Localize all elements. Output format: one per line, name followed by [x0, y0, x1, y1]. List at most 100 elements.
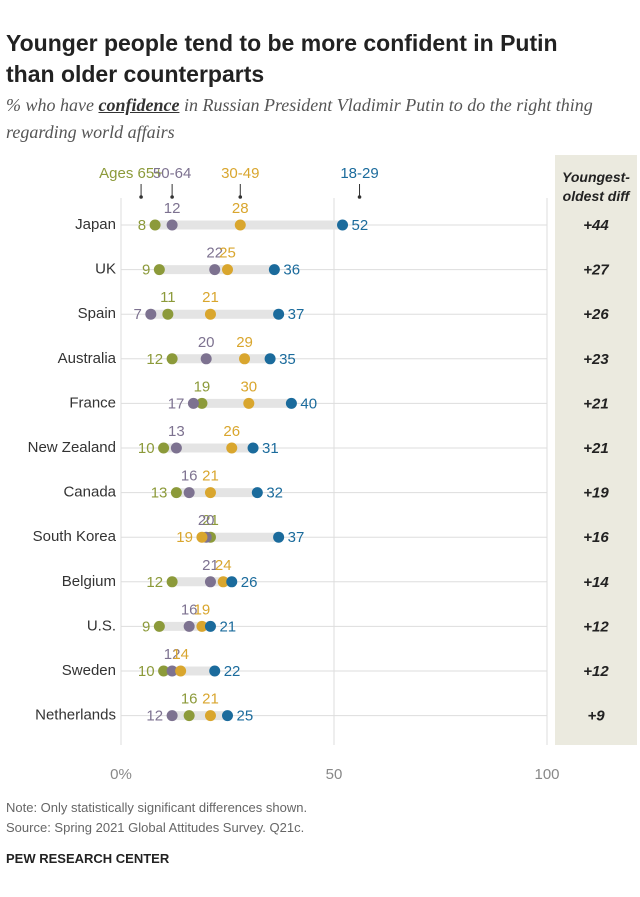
- data-label: 21: [202, 512, 219, 529]
- legend-leader-dot: [170, 195, 174, 199]
- chart-title: Younger people tend to be more confident…: [6, 30, 558, 87]
- data-label: 12: [164, 646, 181, 663]
- diff-value: +21: [583, 395, 608, 412]
- dot: [166, 353, 178, 365]
- note: Note: Only statistically significant dif…: [6, 800, 308, 815]
- category-label: Japan: [75, 216, 116, 233]
- x-tick-label: 0%: [110, 766, 132, 783]
- dot: [196, 620, 208, 632]
- data-label: 19: [194, 378, 211, 395]
- data-label: 37: [288, 529, 305, 546]
- dot: [226, 576, 238, 588]
- dot: [166, 665, 178, 677]
- dot: [251, 487, 263, 499]
- diff-value: +44: [583, 217, 609, 234]
- category-label: Sweden: [62, 662, 116, 679]
- dot: [268, 264, 280, 276]
- subtitle-part: in Russian President Vladimir Putin to d…: [6, 95, 593, 142]
- dot: [200, 353, 212, 365]
- data-label: 24: [215, 557, 232, 574]
- dot: [234, 219, 246, 231]
- dot: [175, 665, 187, 677]
- diff-header: Youngest-oldest diff: [562, 169, 630, 204]
- data-label: 12: [146, 708, 163, 725]
- dot: [196, 397, 208, 409]
- data-label: 32: [266, 485, 283, 502]
- dot: [226, 442, 238, 454]
- diff-value: +16: [583, 529, 609, 546]
- data-label: 37: [288, 306, 305, 323]
- dot: [264, 353, 276, 365]
- dot: [153, 620, 165, 632]
- dot: [209, 264, 221, 276]
- data-label: 21: [202, 691, 219, 708]
- dot: [166, 710, 178, 722]
- category-label: Canada: [63, 484, 116, 501]
- dot: [204, 576, 216, 588]
- subtitle-emphasis: confidence: [98, 95, 180, 115]
- dot: [285, 397, 297, 409]
- legend-label: 50-64: [153, 165, 191, 182]
- data-label: 21: [219, 618, 236, 635]
- diff-value: +26: [583, 306, 609, 323]
- legend-leader-dot: [238, 195, 243, 199]
- data-label: 25: [237, 708, 254, 725]
- legend-leader-dot: [139, 195, 143, 199]
- data-label: 16: [181, 468, 198, 485]
- dot: [222, 710, 233, 722]
- legend-label: 18-29: [340, 165, 378, 182]
- data-label: 20: [198, 512, 215, 529]
- dot: [243, 397, 255, 409]
- data-label: 40: [300, 395, 317, 412]
- credit: PEW RESEARCH CENTER: [6, 851, 170, 866]
- category-label: Belgium: [62, 573, 116, 590]
- category-label: South Korea: [33, 528, 117, 545]
- data-label: 13: [151, 485, 168, 502]
- data-label: 13: [168, 423, 185, 440]
- data-label: 12: [164, 200, 181, 217]
- data-label: 26: [223, 423, 240, 440]
- data-label: 17: [168, 395, 185, 412]
- data-label: 28: [232, 200, 249, 217]
- data-label: 19: [176, 529, 193, 546]
- dot: [273, 308, 285, 320]
- data-label: 21: [202, 468, 219, 485]
- data-label: 31: [262, 440, 279, 457]
- dot: [170, 487, 182, 499]
- dot: [158, 442, 170, 454]
- diff-value: +12: [583, 618, 609, 635]
- category-label: UK: [95, 261, 116, 278]
- dot: [217, 576, 229, 588]
- subtitle-part: % who have: [6, 95, 99, 115]
- data-label: 16: [181, 601, 198, 618]
- x-tick-label: 100: [534, 766, 559, 783]
- legend-label: 30-49: [221, 165, 259, 182]
- data-label: 22: [206, 245, 223, 262]
- dot: [204, 308, 216, 320]
- data-label: 19: [194, 601, 211, 618]
- data-label: 10: [138, 440, 155, 457]
- diff-value: +14: [583, 574, 609, 591]
- category-label: U.S.: [87, 617, 116, 634]
- data-label: 12: [146, 351, 163, 368]
- data-label: 30: [240, 378, 257, 395]
- dot: [196, 531, 208, 543]
- dot: [273, 531, 285, 543]
- data-label: 22: [224, 663, 241, 680]
- data-label: 29: [236, 334, 253, 351]
- data-label: 14: [172, 646, 189, 663]
- dot: [239, 353, 251, 365]
- diff-value: +12: [583, 663, 609, 680]
- data-label: 21: [202, 289, 219, 306]
- dot: [149, 219, 161, 231]
- dot: [153, 264, 165, 276]
- category-label: Netherlands: [35, 707, 116, 724]
- data-label: 16: [181, 691, 198, 708]
- category-label: New Zealand: [28, 439, 116, 456]
- dot: [158, 665, 170, 677]
- diff-value: +21: [583, 440, 608, 457]
- data-label: 10: [138, 663, 155, 680]
- diff-value: +19: [583, 485, 609, 502]
- dot: [183, 710, 195, 722]
- diff-value: +9: [587, 708, 605, 725]
